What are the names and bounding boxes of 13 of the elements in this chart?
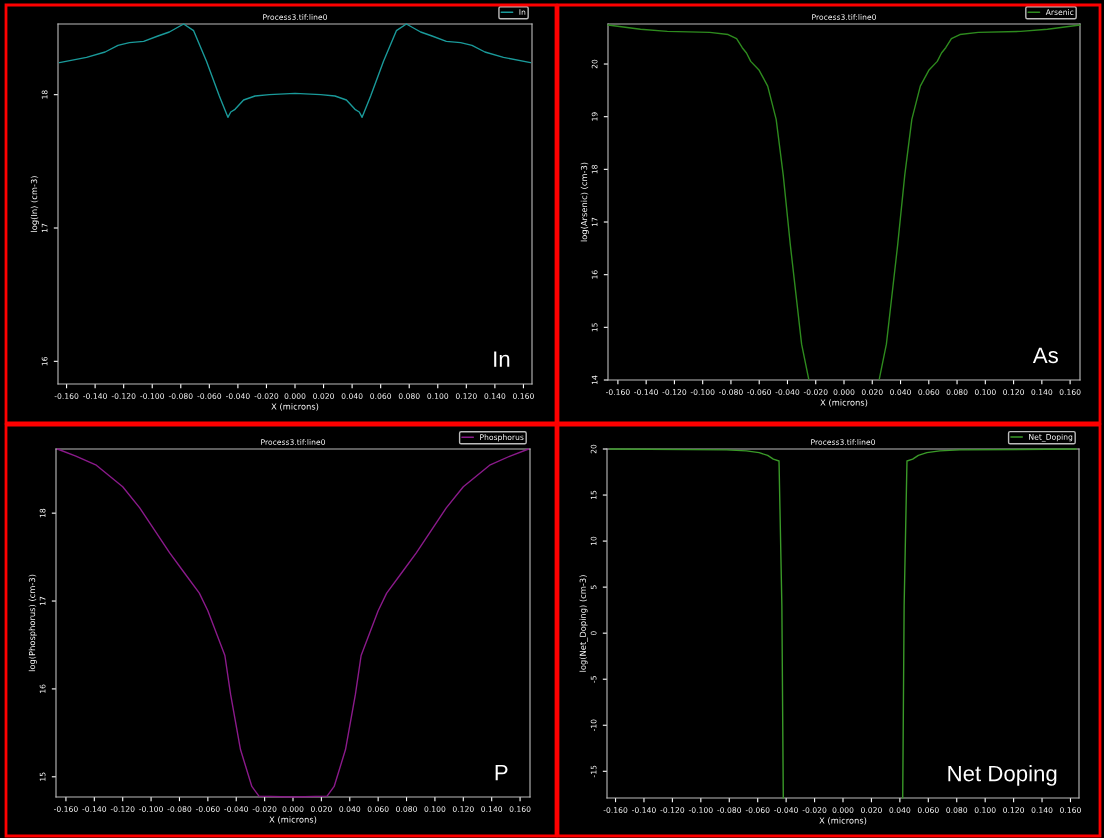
x-axis-title: X (microns)	[819, 817, 867, 825]
x-axis-title: X (microns)	[820, 399, 868, 407]
y-axis-title: log(In) (cm-3)	[30, 176, 39, 232]
annotation: As	[1032, 347, 1058, 364]
annotation: Net Doping	[948, 765, 1057, 786]
annotation: In	[494, 351, 510, 367]
x-axis-title: X (microns)	[269, 816, 317, 824]
x-axis-title: X (microns)	[271, 403, 319, 411]
y-axis-title: log(Phosphorus) (cm-3)	[28, 574, 37, 672]
y-axis-title: log(Arsenic) (cm-3)	[580, 162, 589, 242]
line-series	[56, 448, 530, 798]
annotation: P	[495, 764, 508, 781]
y-axis-title: log(Net_Doping) (cm-3)	[579, 575, 588, 672]
